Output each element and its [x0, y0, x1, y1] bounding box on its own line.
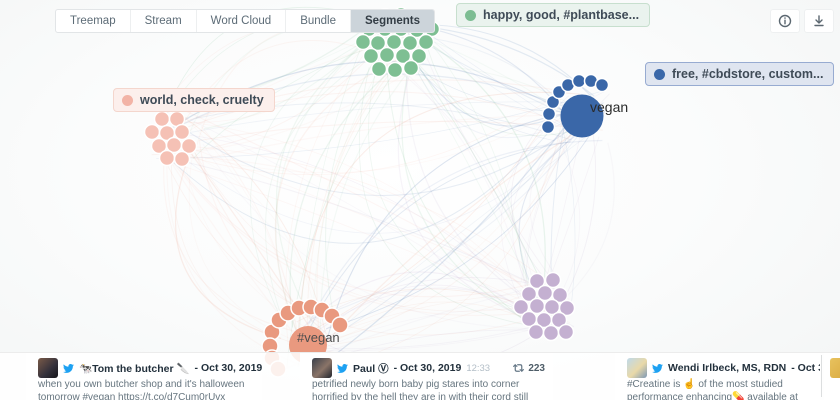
cluster-node[interactable] [153, 110, 171, 128]
chip-label: happy, good, #plantbase... [483, 8, 640, 22]
cluster-node[interactable] [527, 323, 545, 341]
cluster-node[interactable] [542, 324, 560, 342]
tweet-time: 12:33 [466, 362, 491, 374]
cluster-label-chip-green[interactable]: happy, good, #plantbase... [456, 3, 651, 27]
cluster-node[interactable] [143, 123, 161, 141]
cluster-node[interactable] [551, 286, 569, 304]
cluster-pink [143, 97, 198, 168]
cluster-node[interactable] [550, 311, 568, 329]
cluster-node[interactable] [331, 316, 349, 334]
cluster-node[interactable] [378, 46, 396, 64]
avatar [38, 358, 58, 378]
avatar [627, 358, 647, 378]
cluster-node[interactable] [541, 106, 557, 122]
tab-bundle[interactable]: Bundle [286, 10, 351, 32]
tweet-text: when you own butcher shop and it's hallo… [38, 379, 245, 400]
tweet-date: - Oct 30, 2019 [393, 362, 462, 374]
retweet-count: 223 [528, 362, 545, 374]
tweet-card[interactable]: Wendi Irlbeck, MS, RDN - Oct 30, 2019 22… [615, 353, 820, 400]
cluster-node[interactable] [369, 34, 387, 52]
cluster-purple [512, 271, 576, 342]
info-icon [778, 14, 792, 28]
cluster-node[interactable] [557, 323, 575, 341]
twitter-icon [337, 364, 348, 373]
cluster-label-chip-blue[interactable]: free, #cbdstore, custom... [645, 62, 835, 86]
tweet-date: - Oct 30, 2019 [791, 362, 820, 374]
download-button[interactable] [804, 9, 834, 33]
cluster-node[interactable] [158, 149, 176, 167]
info-button[interactable] [770, 9, 800, 33]
tweet-author: Wendi Irlbeck, MS, RDN [668, 362, 787, 374]
download-icon [814, 15, 824, 27]
tab-stream[interactable]: Stream [131, 10, 197, 32]
cluster-node[interactable] [402, 59, 420, 77]
twitter-icon [652, 364, 663, 373]
retweet-icon [513, 364, 525, 372]
cluster-node[interactable] [401, 34, 419, 52]
tweet-card[interactable]: 🐄Tom the butcher 🔪 - Oct 30, 2019 18:10 … [26, 353, 262, 400]
tweet-author: 🐄Tom the butcher 🔪 [79, 362, 190, 375]
cluster-node[interactable] [173, 123, 191, 141]
twitter-icon [63, 364, 74, 373]
cluster-label-chip-pink[interactable]: world, check, cruelty [113, 88, 275, 112]
cluster-node[interactable] [417, 33, 435, 51]
card-divider [821, 355, 822, 397]
chip-label: free, #cbdstore, custom... [672, 67, 824, 81]
cluster-node[interactable] [385, 33, 403, 51]
cluster-node[interactable] [520, 285, 538, 303]
view-tabbar: Treemap Stream Word Cloud Bundle Segment… [55, 9, 435, 33]
cluster-node[interactable] [370, 60, 388, 78]
cluster-blue [540, 73, 610, 138]
tab-word-cloud[interactable]: Word Cloud [197, 10, 287, 32]
avatar [312, 358, 332, 378]
tweet-text: #Creatine is ☝ of the most studied perfo… [627, 379, 798, 400]
cluster-node[interactable] [173, 150, 191, 168]
tweet-author: Paul Ⓥ [353, 362, 389, 375]
tweet-card[interactable]: Paul Ⓥ - Oct 30, 2019 12:33 223 petrifie… [300, 353, 553, 400]
tab-treemap[interactable]: Treemap [56, 10, 131, 32]
cluster-node[interactable] [394, 47, 412, 65]
cluster-node[interactable] [180, 137, 198, 155]
cluster-node[interactable] [571, 73, 587, 89]
cluster-node[interactable] [528, 272, 546, 290]
tweet-card-partial[interactable] [824, 353, 840, 400]
cluster-node[interactable] [362, 47, 380, 65]
cluster-node[interactable] [594, 77, 610, 93]
cluster-hub-node[interactable] [560, 94, 604, 138]
green-cluster-dot-icon [465, 9, 476, 21]
cluster-node[interactable] [540, 119, 556, 135]
blue-cluster-dot-icon [654, 68, 665, 80]
tweet-date: - Oct 30, 2019 [194, 362, 262, 374]
cluster-node[interactable] [386, 61, 404, 79]
cluster-node[interactable] [354, 33, 372, 51]
pink-cluster-dot-icon [122, 94, 133, 106]
cluster-node[interactable] [410, 47, 428, 65]
tweet-text: petrified newly born baby pig stares int… [312, 379, 529, 400]
avatar [830, 358, 840, 378]
chip-label: world, check, cruelty [140, 93, 264, 107]
tab-segments[interactable]: Segments [351, 10, 434, 32]
cluster-node[interactable] [544, 271, 562, 289]
cluster-node[interactable] [512, 298, 530, 316]
cluster-node[interactable] [558, 299, 576, 317]
